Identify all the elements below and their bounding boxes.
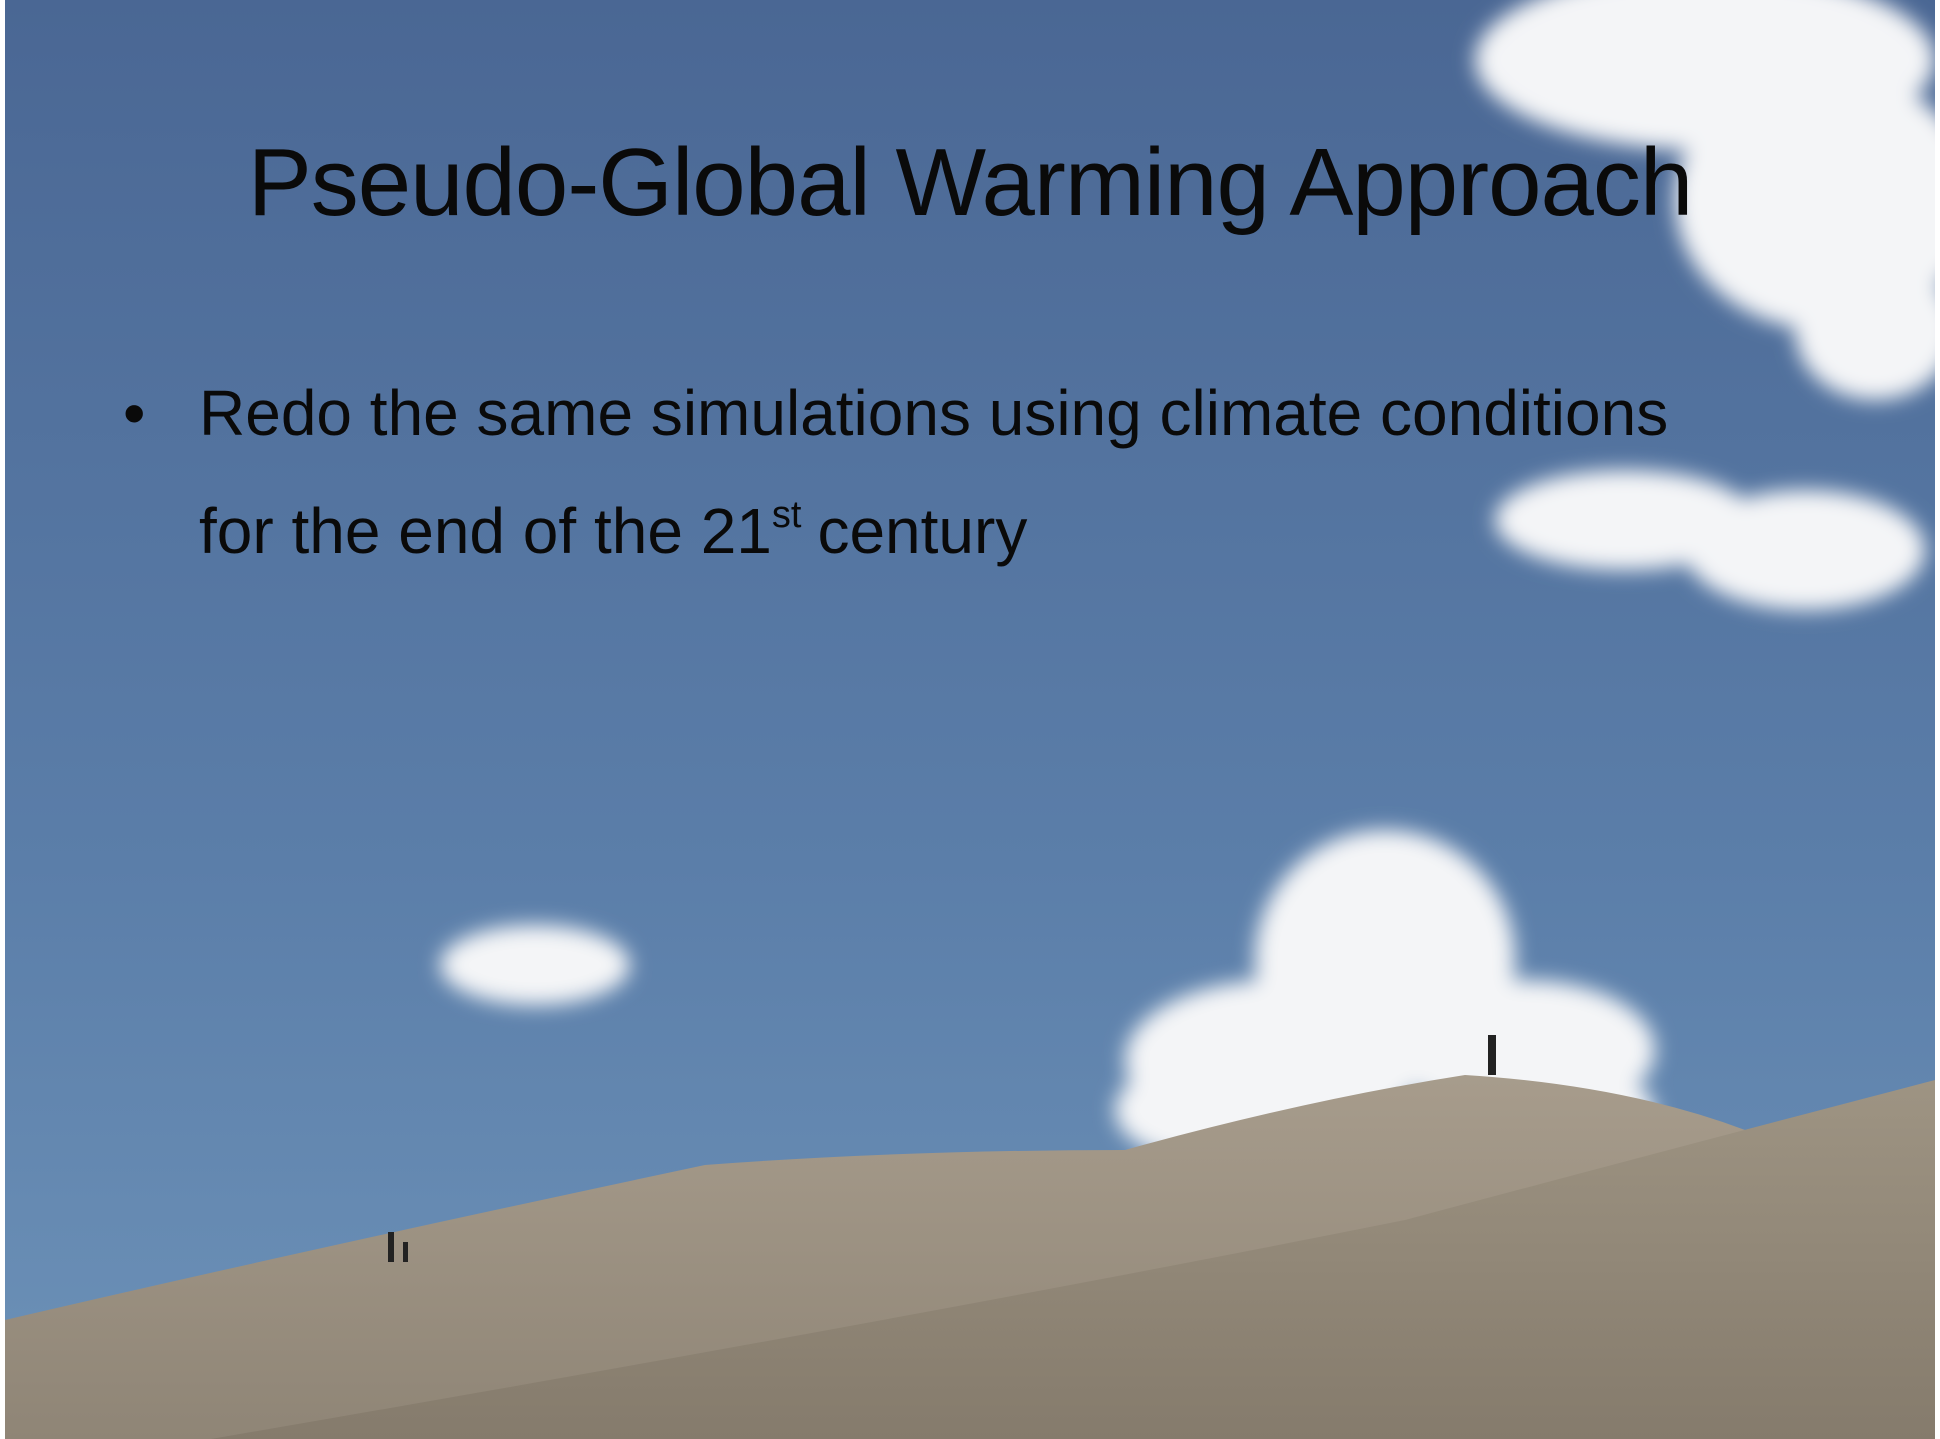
slide-title: Pseudo-Global Warming Approach (5, 128, 1935, 238)
bullet-item: Redo the same simulations using climate … (123, 362, 1683, 582)
page: {"slide": {"title": "Pseudo-Global Warmi… (0, 0, 1940, 1439)
bullet-list: Redo the same simulations using climate … (123, 362, 1683, 582)
slide: Pseudo-Global Warming Approach Redo the … (5, 0, 1935, 1439)
bullet-text: century (817, 495, 1027, 567)
superscript: st (772, 494, 802, 536)
